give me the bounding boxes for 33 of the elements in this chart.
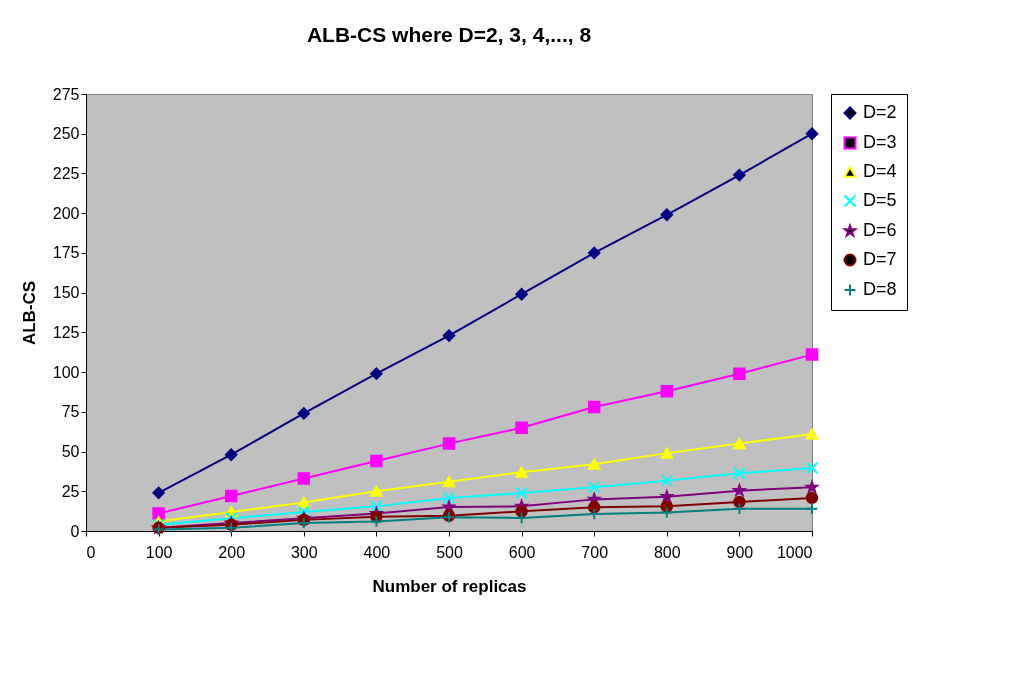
legend-label: D=3 — [863, 132, 897, 152]
x-tick-label: 600 — [508, 543, 536, 561]
y-tick-label: 75 — [61, 403, 80, 421]
y-tick-label: 25 — [61, 482, 80, 500]
y-tick-label: 250 — [52, 125, 80, 143]
chart-title: ALB-CS where D=2, 3, 4,..., 8 — [306, 23, 592, 46]
x-tick-label: 200 — [218, 543, 246, 561]
y-axis-title: ALB-CS — [19, 280, 39, 346]
legend-label: D=5 — [863, 190, 897, 210]
legend-label: D=4 — [863, 161, 897, 181]
x-tick-label: 1000 — [776, 543, 813, 561]
y-tick-label: 125 — [52, 323, 80, 341]
y-tick-label: 50 — [61, 443, 80, 461]
x-tick-label: 800 — [653, 543, 681, 561]
y-tick-label: 150 — [52, 284, 80, 302]
x-tick-label: 100 — [145, 543, 173, 561]
x-tick-label: 500 — [436, 543, 463, 561]
y-tick-label: 225 — [52, 164, 80, 182]
x-tick-label: 900 — [726, 543, 754, 561]
y-tick-label: 200 — [52, 204, 80, 222]
legend-label: D=6 — [863, 220, 897, 240]
x-tick-label: 0 — [86, 543, 96, 561]
x-tick-label: 400 — [363, 543, 391, 561]
y-tick-label: 0 — [70, 522, 80, 540]
legend-label: D=8 — [863, 279, 897, 299]
y-tick-label: 175 — [52, 244, 80, 262]
legend-label: D=7 — [863, 249, 897, 269]
x-tick-label: 700 — [581, 543, 609, 561]
y-tick-label: 100 — [52, 363, 80, 381]
x-axis-title: Number of replicas — [372, 576, 527, 596]
legend-label: D=2 — [863, 102, 897, 122]
y-tick-label: 275 — [52, 85, 80, 103]
x-tick-label: 300 — [290, 543, 318, 561]
